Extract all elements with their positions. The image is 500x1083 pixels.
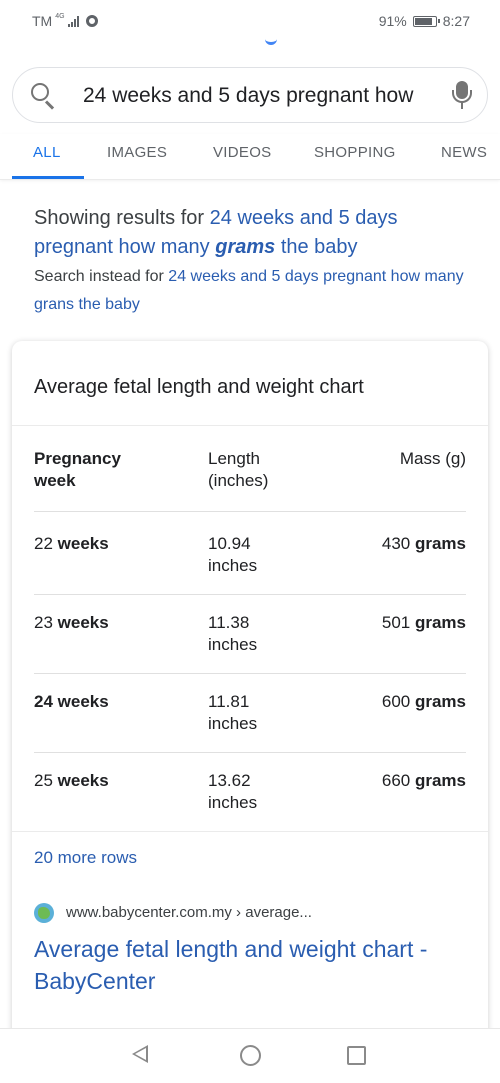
week-unit: weeks	[57, 534, 109, 553]
cell-length: 11.38 inches	[208, 613, 258, 654]
tab-all[interactable]: ALL	[33, 144, 61, 161]
cell-mass: 430 grams	[382, 533, 466, 555]
week-unit: weeks	[57, 692, 109, 711]
week-unit: weeks	[57, 771, 109, 790]
row-divider	[34, 511, 466, 512]
cell-week: 24 weeks	[34, 691, 109, 713]
loading-indicator	[265, 39, 277, 45]
status-left: TM 4G	[32, 13, 98, 29]
corrected-query-end: the baby	[275, 236, 358, 258]
row-divider	[34, 594, 466, 595]
search-tabs: ALL IMAGES VIDEOS SHOPPING NEWS	[0, 134, 500, 180]
cell-week: 25 weeks	[34, 770, 109, 792]
original-query-link[interactable]: 24 weeks and 5 days pregnant how many gr…	[34, 268, 464, 313]
week-number: 22	[34, 534, 53, 553]
site-favicon-icon	[34, 903, 54, 923]
corrected-query-link[interactable]: 24 weeks and 5 days pregnant how many gr…	[34, 207, 398, 258]
result-url[interactable]: www.babycenter.com.my › average...	[66, 904, 312, 921]
mass-unit: grams	[414, 771, 466, 790]
cell-week: 23 weeks	[34, 612, 109, 634]
clock: 8:27	[442, 13, 470, 29]
week-unit: weeks	[57, 613, 109, 632]
search-icon[interactable]	[31, 83, 57, 110]
more-rows-link[interactable]: 20 more rows	[34, 848, 137, 867]
cell-week: 22 weeks	[34, 533, 109, 555]
mass-value: 660	[381, 771, 411, 790]
tab-images[interactable]: IMAGES	[107, 144, 168, 161]
corrected-query-part: 24 weeks and 5 days pregnant how many	[34, 207, 398, 258]
tab-videos[interactable]: VIDEOS	[213, 144, 272, 161]
divider	[12, 425, 488, 426]
corrected-word: grams	[215, 236, 276, 258]
battery-percent: 91%	[378, 13, 407, 29]
showing-results-for: Showing results for 24 weeks and 5 days …	[34, 204, 474, 262]
recent-apps-icon[interactable]	[347, 1046, 366, 1065]
search-input[interactable]: 24 weeks and 5 days pregnant how	[83, 84, 414, 107]
week-number: 24	[34, 692, 53, 711]
row-divider	[34, 673, 466, 674]
search-instead-for: Search instead for 24 weeks and 5 days p…	[34, 263, 474, 319]
tab-shopping[interactable]: SHOPPING	[314, 144, 396, 161]
network-type: 4G	[55, 12, 65, 20]
tab-news[interactable]: NEWS	[441, 144, 488, 161]
chrome-icon	[85, 15, 98, 27]
mass-value: 600	[381, 692, 411, 711]
snippet-title: Average fetal length and weight chart	[34, 376, 364, 398]
home-icon[interactable]	[240, 1045, 261, 1066]
header-mass: Mass (g)	[399, 449, 466, 468]
navigation-bar	[0, 1028, 500, 1083]
result-title-link[interactable]: Average fetal length and weight chart - …	[34, 936, 428, 994]
mass-unit: grams	[414, 613, 466, 632]
search-box[interactable]: 24 weeks and 5 days pregnant how	[12, 67, 488, 123]
active-tab-indicator	[12, 176, 84, 179]
header-length: Length (inches)	[208, 449, 269, 490]
mass-value: 501	[381, 613, 411, 632]
header-week: Pregnancy week	[34, 449, 121, 490]
week-number: 25	[34, 771, 53, 790]
cell-length: 10.94 inches	[208, 534, 258, 575]
cell-length: 13.62 inches	[208, 771, 258, 812]
carrier-label: TM	[32, 13, 53, 29]
showing-results-prefix: Showing results for	[34, 207, 210, 229]
cell-mass: 660 grams	[382, 770, 466, 792]
signal-icon	[67, 15, 79, 27]
status-right: 91% 8:27	[379, 13, 470, 29]
mass-value: 430	[381, 534, 411, 553]
cell-length: 11.81 inches	[208, 692, 258, 733]
battery-icon	[412, 15, 440, 27]
back-icon[interactable]	[132, 1045, 148, 1063]
mass-unit: grams	[414, 534, 466, 553]
mass-unit: grams	[414, 692, 466, 711]
row-divider	[34, 752, 466, 753]
divider	[12, 831, 488, 832]
status-bar: TM 4G 91% 8:27	[0, 0, 500, 40]
cell-mass: 600 grams	[382, 691, 466, 713]
featured-snippet-card: Average fetal length and weight chart Pr…	[12, 341, 488, 1041]
cell-mass: 501 grams	[382, 612, 466, 634]
search-instead-prefix: Search instead for	[34, 268, 169, 285]
week-number: 23	[34, 613, 53, 632]
mic-icon[interactable]	[451, 81, 473, 111]
